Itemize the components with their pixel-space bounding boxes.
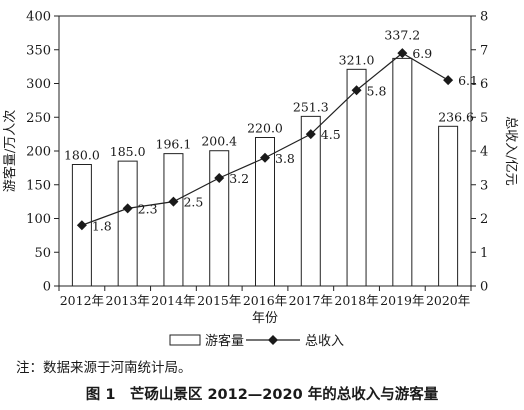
x-axis-title: 年份 <box>252 311 278 326</box>
bar-visitors <box>209 150 230 287</box>
revenue-diamond-marker <box>168 196 179 207</box>
bar-visitors <box>392 57 413 287</box>
left-axis-title: 游客量/万人次 <box>2 110 18 192</box>
bar-data-label: 196.1 <box>156 137 192 152</box>
bar-data-label: 236.6 <box>438 109 474 124</box>
right-axis-tick-label: 6 <box>480 77 488 92</box>
revenue-diamond-marker <box>260 152 270 163</box>
revenue-diamond-marker <box>351 85 362 96</box>
bar-visitors <box>163 153 184 287</box>
bar-data-label: 200.4 <box>201 134 237 149</box>
left-axis-tick-label: 250 <box>26 111 51 126</box>
left-axis-tick-label: 50 <box>34 246 51 261</box>
revenue-data-label: 6.9 <box>412 46 432 61</box>
figure-caption: 图 1 芒砀山景区 2012—2020 年的总收入与游客量 <box>85 387 439 403</box>
right-axis-tick-label: 5 <box>480 111 488 126</box>
legend-bar-swatch <box>169 334 201 346</box>
revenue-data-label: 3.2 <box>229 171 249 186</box>
right-axis-tick-label: 4 <box>480 145 488 160</box>
legend-visitors-label: 游客量 <box>205 333 244 349</box>
x-axis-category-label: 2015年 <box>197 293 241 308</box>
revenue-data-label: 6.1 <box>458 73 478 88</box>
legend-revenue-label: 总收入 <box>305 334 344 349</box>
x-axis-category-label: 2014年 <box>151 293 195 308</box>
left-axis-tick-label: 100 <box>26 212 51 227</box>
x-axis-category-label: 2013年 <box>106 293 150 308</box>
bar-data-label: 185.0 <box>110 144 146 159</box>
bar-visitors <box>117 160 138 287</box>
left-axis-tick-label: 200 <box>26 145 51 160</box>
x-axis-category-label: 2019年 <box>380 293 424 308</box>
right-axis-tick-label: 8 <box>480 10 488 25</box>
revenue-data-label: 5.8 <box>367 83 387 98</box>
x-axis-category-label: 2016年 <box>243 293 287 308</box>
bar-visitors <box>255 137 275 287</box>
left-axis-tick-label: 350 <box>26 43 51 58</box>
revenue-diamond-marker <box>122 203 133 214</box>
right-axis-title: 总收入/亿元 <box>503 116 518 185</box>
bar-visitors <box>346 68 367 287</box>
bar-data-label: 321.0 <box>339 52 375 67</box>
legend-diamond-marker <box>268 335 278 345</box>
left-axis-tick-label: 150 <box>26 178 51 193</box>
right-axis-tick-label: 1 <box>480 246 488 261</box>
revenue-data-label: 1.8 <box>92 218 112 233</box>
revenue-data-label: 2.5 <box>183 195 203 210</box>
revenue-diamond-marker <box>305 129 316 140</box>
revenue-data-label: 4.5 <box>321 127 341 142</box>
left-axis-tick-label: 400 <box>26 10 51 25</box>
left-axis-tick-label: 300 <box>26 77 51 92</box>
revenue-diamond-marker <box>76 220 87 231</box>
x-axis-category-label: 2018年 <box>334 293 378 308</box>
right-axis-tick-label: 0 <box>480 280 488 295</box>
bar-data-label: 251.3 <box>293 99 329 114</box>
right-axis-tick-label: 3 <box>480 178 488 193</box>
bar-data-label: 337.2 <box>384 27 420 42</box>
right-axis-tick-label: 2 <box>480 212 488 227</box>
bar-visitors <box>438 125 459 287</box>
left-axis-tick-label: 0 <box>43 280 51 295</box>
revenue-diamond-marker <box>397 48 408 59</box>
revenue-data-label: 3.8 <box>275 151 295 166</box>
x-axis-category-label: 2012年 <box>60 293 104 308</box>
bar-visitors <box>300 115 321 287</box>
data-source-note: 注：数据来源于河南统计局。 <box>16 360 192 376</box>
x-axis-category-label: 2017年 <box>289 293 333 308</box>
revenue-data-label: 2.3 <box>138 201 158 216</box>
revenue-diamond-marker <box>214 173 225 183</box>
right-axis-tick-label: 7 <box>480 43 488 58</box>
bar-data-label: 180.0 <box>64 148 100 163</box>
x-axis-category-label: 2020年 <box>426 293 470 308</box>
bar-data-label: 220.0 <box>247 121 283 136</box>
revenue-diamond-marker <box>443 75 454 86</box>
